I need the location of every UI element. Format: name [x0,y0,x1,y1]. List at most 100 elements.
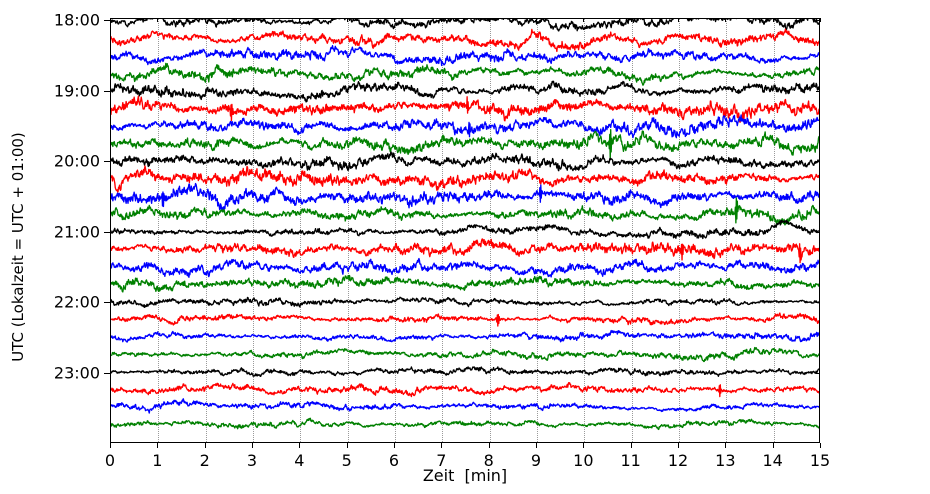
x-tick-mark-top [441,18,443,22]
gridline-x [631,19,633,442]
trace-2215 [111,312,819,327]
y-tick-mark [104,372,110,374]
x-tick-mark [630,443,632,448]
x-tick-mark-top [772,18,774,22]
x-axis-label: Zeit [min] [422,466,508,485]
y-tick-label: 22:00 [53,292,100,312]
x-tick-mark [346,443,348,448]
x-tick-mark [725,443,727,448]
x-tick-mark-top [536,18,537,22]
x-tick-mark-top [678,18,679,22]
trace-2015 [111,165,819,193]
x-tick-label: 7 [436,451,447,470]
x-tick-label: 1 [152,451,163,470]
gridline-x [205,19,207,442]
y-tick-mark-right [816,90,820,92]
trace-1900 [111,80,819,103]
x-tick-mark [299,443,301,448]
x-tick-mark [394,443,395,448]
trace-2030 [111,182,819,212]
x-tick-label: 5 [341,451,352,470]
trace-2045 [111,197,819,226]
x-tick-label: 6 [388,451,400,470]
y-tick-label: 18:00 [53,10,100,30]
x-tick-label: 13 [715,451,736,470]
x-tick-label: 3 [246,451,258,470]
x-tick-label: 0 [104,451,116,470]
x-tick-label: 12 [667,451,689,470]
x-tick-mark [110,443,111,448]
x-tick-mark-top [820,18,821,22]
y-tick-mark-right [816,302,820,304]
y-tick-label: 19:00 [53,81,100,101]
y-tick-mark [104,231,110,233]
y-tick-mark-right [816,231,820,233]
x-tick-label: 14 [762,451,783,470]
x-tick-mark [252,443,253,448]
x-tick-mark [536,443,537,448]
x-tick-mark-top [630,18,632,22]
trace-1945 [111,128,819,161]
x-tick-mark-top [583,18,585,22]
gridline-x [442,19,444,442]
trace-1815 [111,28,819,53]
y-tick-mark [104,90,110,92]
gridline-x [395,19,396,442]
x-tick-mark [583,443,585,448]
trace-2145 [111,274,819,293]
x-tick-mark [157,443,159,448]
y-tick-mark [104,302,110,304]
y-tick-label: 21:00 [53,222,100,242]
y-axis-label: UTC (Lokalzeit = UTC + 01:00) [9,132,27,362]
y-tick-mark [104,20,110,22]
x-tick-label: 9 [530,451,542,470]
x-tick-mark [204,443,206,448]
gridline-x [158,19,160,442]
x-tick-mark [678,443,679,448]
x-tick-mark-top [488,18,490,22]
x-tick-mark-top [725,18,727,22]
x-tick-mark-top [394,18,395,22]
trace-2000 [111,151,819,172]
y-tick-mark [104,161,110,163]
y-tick-mark-right [816,20,820,22]
x-tick-mark [441,443,443,448]
trace-1845 [111,62,819,86]
trace-1915 [111,95,819,123]
trace-layer [111,19,819,431]
trace-2345 [111,417,819,431]
y-tick-mark-right [816,161,820,163]
trace-2230 [111,329,819,343]
x-tick-mark [488,443,490,448]
x-tick-mark [820,443,821,448]
x-tick-label: 15 [809,451,831,470]
trace-2200 [111,296,819,309]
gridline-x [726,19,728,442]
trace-1830 [111,45,819,67]
y-tick-label: 23:00 [53,363,100,383]
trace-2330 [111,398,819,414]
x-tick-label: 11 [620,451,641,470]
x-tick-mark-top [299,18,301,22]
y-tick-label: 20:00 [53,151,100,171]
x-tick-label: 4 [294,451,305,470]
trace-1800 [111,19,819,32]
gridline-x [773,19,775,442]
x-tick-mark-top [346,18,348,22]
trace-2245 [111,346,819,363]
y-tick-mark-right [816,372,820,374]
trace-2115 [111,238,819,264]
x-tick-mark-top [252,18,253,22]
gridline-x [679,19,680,442]
x-tick-label: 8 [483,451,494,470]
x-tick-mark-top [204,18,206,22]
x-tick-label: 2 [199,451,210,470]
trace-2300 [111,366,819,378]
x-tick-label: 10 [573,451,594,470]
trace-1930 [111,114,819,139]
trace-2100 [111,219,819,240]
gridline-x [537,19,538,442]
x-tick-mark-top [157,18,159,22]
x-tick-mark-top [110,18,111,22]
